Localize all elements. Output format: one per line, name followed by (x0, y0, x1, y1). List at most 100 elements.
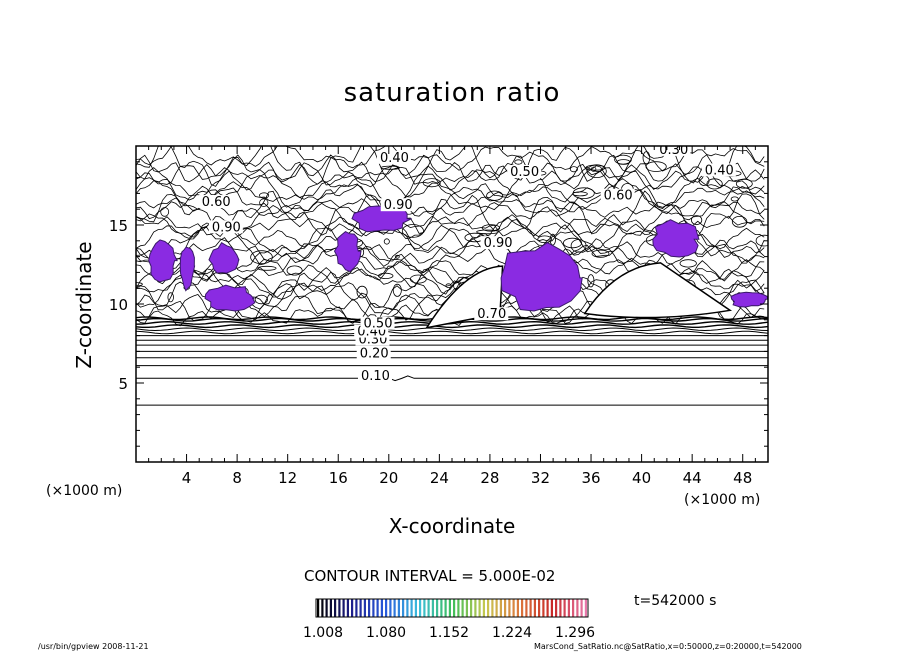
contour-cell (731, 216, 748, 228)
x-axis-unit: (×1000 m) (684, 492, 761, 508)
contour-cell (445, 283, 452, 289)
contour-cell (383, 238, 390, 245)
y-tick-label: 15 (109, 217, 128, 235)
contour-cell (286, 265, 303, 276)
contour-label-bg (600, 188, 635, 202)
contour-cell (136, 282, 143, 287)
contour-label: 0.60 (202, 195, 231, 210)
contour-label-bg (507, 165, 542, 179)
supersaturated-region (148, 239, 178, 283)
supersaturated-region (652, 219, 700, 258)
contour-label-bg (208, 220, 243, 234)
y-axis-unit: (×1000 m) (46, 483, 123, 499)
contour-cell (587, 274, 595, 288)
x-tick-label: 8 (232, 469, 242, 487)
contour-line (136, 197, 765, 218)
contour-label-bg (474, 307, 509, 321)
supersaturated-region (730, 291, 768, 308)
contour-cell (645, 161, 667, 172)
footer-left: /usr/bin/gpview 2008-11-21 (38, 642, 149, 651)
contour-cell (706, 178, 723, 190)
contour-cell (586, 164, 607, 179)
contour-label: 0.40 (705, 163, 734, 178)
contour-cell (486, 190, 504, 201)
contour-line (136, 146, 765, 187)
contour-cell (537, 235, 552, 244)
contour-label-bg (198, 195, 233, 209)
contour-label: 0.90 (484, 236, 513, 251)
contour-cell (481, 224, 501, 232)
contour-cell (585, 164, 606, 171)
contour-label: 0.90 (212, 220, 241, 235)
contour-cell (259, 198, 269, 207)
contour-label-bg (360, 316, 395, 330)
y-tick-label: 10 (109, 296, 128, 314)
contour-cell (569, 166, 578, 173)
contour-line (136, 146, 765, 172)
contour-cell (642, 151, 651, 165)
x-tick-label: 40 (632, 469, 651, 487)
contour-label-bg (357, 368, 392, 382)
contour-label-bg (701, 163, 736, 177)
contour-cell (380, 165, 400, 170)
chart-title: saturation ratio (343, 78, 561, 108)
contour-cell (679, 259, 697, 268)
contour-cell (690, 215, 703, 226)
supersaturated-region (500, 242, 583, 312)
colorbar-tick-label: 1.080 (366, 625, 406, 641)
contour-cell (614, 154, 632, 165)
contour-label: 0.70 (477, 307, 506, 322)
x-tick-label: 20 (379, 469, 398, 487)
time-label: t=542000 s (634, 593, 717, 609)
contour-label-bg (480, 236, 515, 250)
supersaturated-region (333, 231, 362, 273)
contour-line (136, 167, 765, 210)
contour-line (136, 166, 765, 198)
x-axis-label: X-coordinate (388, 514, 516, 538)
contour-label: 0.50 (364, 317, 393, 332)
x-tick-label: 44 (683, 469, 702, 487)
contour-cell (591, 249, 610, 258)
contour-group: 0.10 0.20 0.30 0.40 0.50 0.70 0.60 0.90 0.40 0.50… (136, 143, 768, 406)
x-tick-label: 24 (430, 469, 449, 487)
contour-cell (394, 254, 400, 259)
x-tick-label: 12 (278, 469, 297, 487)
contour-line (136, 327, 768, 332)
contour-label: 0.60 (604, 189, 633, 204)
contour-cell (257, 265, 277, 271)
contour-line (136, 190, 765, 238)
x-tick-label: 28 (480, 469, 499, 487)
x-tick-label: 48 (733, 469, 752, 487)
contour-cell (250, 250, 273, 265)
contour-label-bg (380, 198, 415, 212)
contour-label-bg (376, 150, 411, 164)
contour-cell (730, 196, 739, 202)
contour-cell (476, 229, 499, 235)
x-tick-label: 16 (329, 469, 348, 487)
x-tick-label: 36 (581, 469, 600, 487)
contour-line (136, 237, 765, 265)
contour-cell (378, 272, 394, 279)
contour-cell (590, 166, 597, 172)
contour-cell (572, 191, 588, 197)
contour-label: 0.30 (659, 143, 688, 158)
contour-line (136, 162, 765, 191)
supersaturated-region (204, 284, 256, 312)
colorbar-tick-label: 1.008 (303, 625, 343, 641)
contour-cell (167, 292, 174, 303)
contour-interval-text: CONTOUR INTERVAL = 5.000E-02 (304, 567, 556, 585)
contour-cell (160, 207, 170, 217)
contour-cell (755, 234, 768, 247)
contour-cell (409, 274, 427, 284)
contour-cell (549, 233, 556, 246)
contour-cell (259, 192, 270, 199)
contour-cell (254, 294, 268, 305)
x-tick-label: 4 (182, 469, 192, 487)
contour-label-bg (356, 346, 391, 360)
contour-label-bg (656, 146, 691, 156)
x-tick-label: 32 (531, 469, 550, 487)
contour-label: 0.20 (360, 347, 389, 362)
contour-label: 0.40 (380, 151, 409, 166)
contour-label: 0.90 (384, 198, 413, 213)
